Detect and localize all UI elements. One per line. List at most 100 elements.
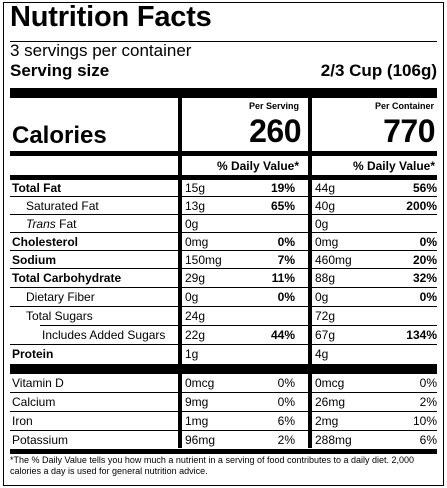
nutrient-name: Protein xyxy=(12,347,54,361)
label-title: Nutrition Facts xyxy=(10,1,212,33)
nutrient-name: Total Sugars xyxy=(26,309,93,323)
row-divider xyxy=(10,306,437,307)
row-divider xyxy=(10,287,437,288)
calories-divider xyxy=(10,151,437,156)
container-amount: 0g xyxy=(315,217,329,231)
nutrient-name: Sodium xyxy=(12,253,56,267)
column-separator-1 xyxy=(178,98,182,448)
nutrient-row-protein: Protein 1g 4g xyxy=(10,345,437,364)
serving-amount: 1mg xyxy=(185,414,209,428)
label-inner: Nutrition Facts 3 servings per container… xyxy=(10,1,437,485)
vitamin-name: Calcium xyxy=(12,395,56,409)
container-dv: 200% xyxy=(406,199,437,213)
vitamin-row-calcium: Calcium 9mg 0% 26mg 2% xyxy=(10,393,437,412)
nutrition-label: Nutrition Facts 3 servings per container… xyxy=(3,1,444,486)
serving-amount: 22g xyxy=(185,328,206,342)
serving-amount: 9mg xyxy=(185,395,209,409)
serving-dv: 7% xyxy=(277,253,295,267)
row-divider xyxy=(10,411,437,412)
row-divider xyxy=(40,325,437,326)
nutrient-row-dietary-fiber: Dietary Fiber 0g 0% 0g 0% xyxy=(10,288,437,307)
serving-amount: 29g xyxy=(185,271,206,285)
row-divider xyxy=(10,268,437,269)
row-divider xyxy=(10,214,437,215)
column-separator-2 xyxy=(308,98,312,448)
container-amount: 288mg xyxy=(315,433,352,447)
serving-dv: 19% xyxy=(270,181,295,195)
vitamin-name: Potassium xyxy=(12,433,69,447)
container-dv: 0% xyxy=(419,290,437,304)
servings-per-container: 3 servings per container xyxy=(10,41,192,60)
container-dv: 32% xyxy=(412,271,437,285)
nutrient-name: Trans Fat xyxy=(26,217,76,231)
dv-divider xyxy=(10,175,437,180)
nutrient-row-cholesterol: Cholesterol 0mg 0% 0mg 0% xyxy=(10,233,437,252)
per-container-label: Per Container xyxy=(374,101,434,111)
serving-size-label: Serving size xyxy=(10,61,110,80)
container-dv: 10% xyxy=(412,414,437,428)
per-serving-label: Per Serving xyxy=(248,101,299,111)
nutrient-name: Total Carbohydrate xyxy=(12,271,122,285)
serving-size-value: 2/3 Cup (106g) xyxy=(320,61,437,80)
serving-dv: 6% xyxy=(277,414,295,428)
nutrient-name: Saturated Fat xyxy=(26,199,99,213)
serving-amount: 150mg xyxy=(185,253,222,267)
container-amount: 26mg xyxy=(315,395,346,409)
container-dv: 20% xyxy=(412,253,437,267)
container-amount: 0g xyxy=(315,290,329,304)
vitamin-row-vitamin-d: Vitamin D 0mcg 0% 0mcg 0% xyxy=(10,374,437,393)
calories-per-serving: 260 xyxy=(249,113,301,149)
row-divider xyxy=(10,344,437,345)
row-divider xyxy=(10,392,437,393)
container-dv: 56% xyxy=(412,181,437,195)
container-dv: 134% xyxy=(406,328,437,342)
container-dv: 0% xyxy=(419,376,437,390)
serving-dv: 11% xyxy=(271,271,295,285)
serving-amount: 0g xyxy=(185,290,199,304)
container-dv: 0% xyxy=(419,235,437,249)
vitamin-name: Iron xyxy=(12,414,33,428)
vitamin-name: Vitamin D xyxy=(12,376,64,390)
container-amount: 88g xyxy=(315,271,336,285)
row-divider xyxy=(10,196,437,197)
container-amount: 2mg xyxy=(315,414,339,428)
container-amount: 0mcg xyxy=(315,376,345,390)
serving-dv: 44% xyxy=(270,328,295,342)
nutrient-row-total-fat: Total Fat 15g 19% 44g 56% xyxy=(10,179,437,198)
dv-header-container: % Daily Value* xyxy=(352,159,435,173)
serving-amount: 24g xyxy=(185,309,206,323)
nutrient-row-total-sugars: Total Sugars 24g 72g xyxy=(10,307,437,326)
serving-amount: 0mg xyxy=(185,235,209,249)
serving-amount: 15g xyxy=(185,181,206,195)
row-divider xyxy=(10,430,437,431)
dv-header-serving: % Daily Value* xyxy=(216,159,299,173)
trans-rest: Fat xyxy=(55,217,77,231)
thick-divider-top xyxy=(10,88,437,98)
thick-divider-vitamins xyxy=(10,364,437,374)
footnote: *The % Daily Value tells you how much a … xyxy=(10,455,415,476)
nutrient-row-added-sugars: Includes Added Sugars 22g 44% 67g 134% xyxy=(10,326,437,345)
serving-amount: 1g xyxy=(185,347,199,361)
container-amount: 460mg xyxy=(315,253,352,267)
serving-dv: 0% xyxy=(277,376,295,390)
nutrient-name: Includes Added Sugars xyxy=(42,328,166,342)
container-dv: 2% xyxy=(419,395,437,409)
row-divider xyxy=(10,232,437,233)
nutrient-row-trans-fat: Trans Fat 0g 0g xyxy=(10,215,437,234)
serving-dv: 2% xyxy=(277,433,295,447)
nutrient-name: Cholesterol xyxy=(12,235,79,249)
nutrient-row-saturated-fat: Saturated Fat 13g 65% 40g 200% xyxy=(10,197,437,216)
container-amount: 72g xyxy=(315,309,336,323)
serving-amount: 0g xyxy=(185,217,199,231)
container-amount: 0mg xyxy=(315,235,339,249)
serving-dv: 0% xyxy=(277,395,295,409)
serving-amount: 13g xyxy=(185,199,206,213)
container-dv: 6% xyxy=(419,433,437,447)
nutrient-name: Dietary Fiber xyxy=(26,290,95,304)
container-amount: 67g xyxy=(315,328,336,342)
trans-italic: Trans xyxy=(26,217,56,231)
serving-dv: 65% xyxy=(270,199,295,213)
calories-per-container: 770 xyxy=(383,113,435,149)
container-amount: 4g xyxy=(315,347,329,361)
nutrient-row-sodium: Sodium 150mg 7% 460mg 20% xyxy=(10,251,437,270)
